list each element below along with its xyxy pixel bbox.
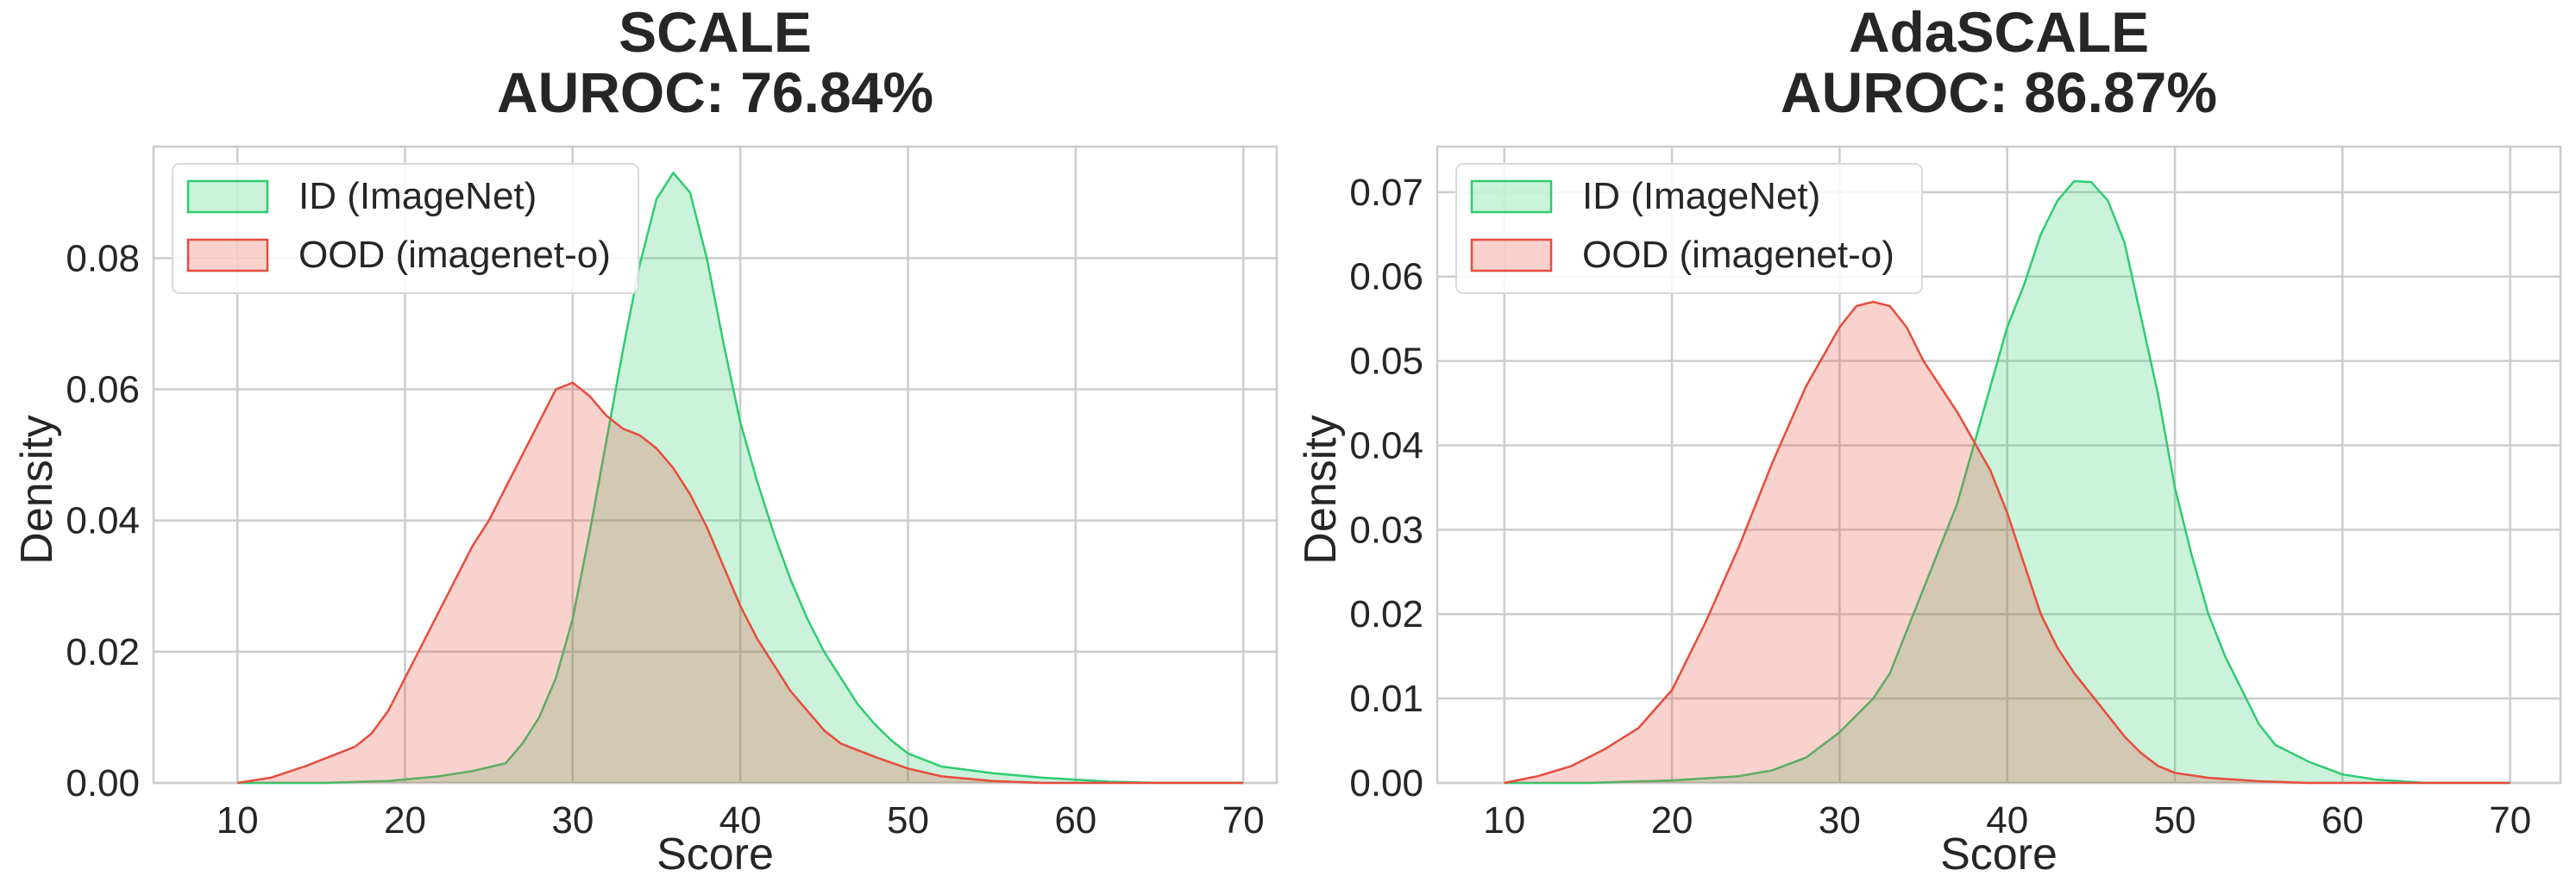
y-tick-label: 0.04 — [66, 500, 140, 542]
y-axis-label: Density — [12, 415, 62, 564]
plot-frame — [152, 145, 1279, 785]
legend-swatch-ood — [186, 238, 269, 272]
x-tick-label: 70 — [2489, 799, 2531, 842]
x-tick-label: 30 — [551, 799, 594, 842]
x-ticks: 10 20 30 40 50 60 70 — [1483, 799, 2531, 842]
density-line-id — [237, 172, 1244, 785]
legend-label-ood: OOD (imagenet-o) — [1582, 234, 1894, 276]
x-tick-label: 60 — [2322, 799, 2364, 842]
legend-box — [1455, 163, 1923, 294]
density-line-ood — [237, 381, 1244, 785]
density-line-ood — [1504, 300, 2510, 785]
y-tick-label: 0.00 — [66, 762, 140, 804]
series-areas — [237, 172, 1244, 785]
density-area-ood — [1504, 302, 2510, 784]
panel-scale: SCALE AUROC: 76.84% Score Density 10 20 30… — [12, 0, 1279, 879]
y-tick-label: 0.02 — [66, 631, 140, 673]
x-tick-label: 70 — [1222, 799, 1265, 842]
y-ticks: 0.00 0.01 0.02 0.03 0.04 0.05 0.06 0.07 — [1349, 172, 1423, 804]
x-ticks: 10 20 30 40 50 60 70 — [217, 799, 1265, 842]
legend-swatch-id — [186, 179, 269, 214]
legend: ID (ImageNet) OOD (imagenet-o) — [1455, 163, 1923, 294]
x-tick-label: 50 — [887, 799, 929, 842]
legend-label-id: ID (ImageNet) — [298, 175, 537, 217]
series-areas — [1504, 179, 2510, 785]
x-tick-label: 20 — [384, 799, 426, 842]
y-axis-label: Density — [1296, 415, 1346, 564]
density-area-id — [237, 172, 1244, 783]
x-tick-label: 40 — [1986, 799, 2028, 842]
y-tick-label: 0.05 — [1349, 341, 1423, 383]
y-tick-label: 0.06 — [66, 369, 140, 411]
legend: ID (ImageNet) OOD (imagenet-o) — [172, 163, 639, 294]
x-tick-label: 50 — [2154, 799, 2196, 842]
x-tick-label: 60 — [1054, 799, 1096, 842]
plot-frame — [1436, 145, 2562, 785]
x-tick-label: 10 — [1483, 799, 1525, 842]
y-tick-label: 0.00 — [1349, 762, 1423, 804]
x-tick-label: 20 — [1651, 799, 1693, 842]
panel-adascale: AdaSCALE AUROC: 86.87% Score Density 10 2… — [1296, 0, 2562, 879]
x-axis-label: Score — [657, 829, 774, 879]
density-area-ood — [237, 382, 1244, 783]
y-tick-label: 0.07 — [1349, 172, 1423, 214]
x-tick-label: 40 — [719, 799, 762, 842]
y-tick-label: 0.02 — [1349, 593, 1423, 635]
x-tick-label: 30 — [1819, 799, 1861, 842]
x-tick-label: 10 — [217, 799, 259, 842]
y-tick-label: 0.01 — [1349, 678, 1423, 720]
density-line-id — [1504, 179, 2510, 785]
y-tick-label: 0.04 — [1349, 424, 1423, 466]
legend-label-id: ID (ImageNet) — [1582, 175, 1820, 217]
chart-title: SCALE — [619, 0, 812, 64]
legend-swatch-ood — [1470, 238, 1553, 272]
legend-box — [172, 163, 639, 294]
y-ticks: 0.00 0.02 0.04 0.06 0.08 — [66, 237, 140, 804]
x-axis-label: Score — [1940, 829, 2058, 879]
chart-subtitle: AUROC: 76.84% — [497, 60, 933, 124]
y-tick-label: 0.08 — [66, 237, 140, 279]
legend-label-ood: OOD (imagenet-o) — [298, 234, 611, 276]
y-tick-label: 0.03 — [1349, 509, 1423, 551]
chart-subtitle: AUROC: 86.87% — [1781, 60, 2217, 124]
chart-title: AdaSCALE — [1849, 0, 2149, 64]
legend-swatch-id — [1470, 179, 1553, 214]
y-tick-label: 0.06 — [1349, 256, 1423, 298]
density-area-id — [1504, 181, 2510, 784]
